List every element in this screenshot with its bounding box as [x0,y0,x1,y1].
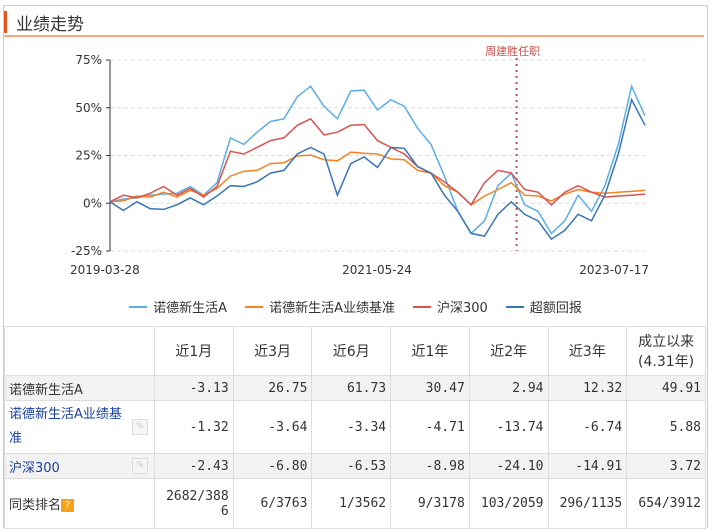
title-accent [4,11,7,33]
x-tick-label: 2023-07-17 [579,263,649,277]
cell: -3.64 [232,400,313,454]
performance-panel [3,5,708,528]
cell: 103/2059 [468,478,549,529]
cell: -6.80 [232,453,313,479]
cell: 61.73 [311,375,392,401]
cell: -8.98 [390,453,470,479]
cell: -4.71 [390,400,470,454]
x-tick-label: 2019-03-28 [70,263,140,277]
title-divider [4,35,704,37]
y-tick-label: -25% [71,244,102,258]
col-since-inception: 成立以来 (4.31年) [626,326,706,376]
cell: 5.88 [626,400,706,454]
cell: 26.75 [232,375,313,401]
row-label: 诺德新生活A业绩基准 ✎ [4,400,155,454]
legend-label: 沪深300 [436,301,488,316]
row-label: 沪深300 ✎ [4,453,155,479]
cell: -6.74 [547,400,628,454]
hs300-link[interactable]: 沪深300 [9,460,60,476]
legend-item[interactable]: 沪深300 [412,297,488,316]
col-3y: 近3年 [547,326,628,376]
cell: -3.34 [311,400,392,454]
col-2y: 近2年 [468,326,549,376]
cell: -1.32 [154,400,234,454]
corner-cell [4,326,155,376]
table-row: 诺德新生活A -3.13 26.75 61.73 30.47 2.94 12.32 49.9… [4,375,706,401]
performance-chart: 75% 50% 25% 0% -25% 2019-03-28 2021-05-24 2023-… [70,44,649,277]
legend-swatch [505,305,524,308]
cell: 12.32 [547,375,628,401]
table-header-row: 近1月 近3月 近6月 近1年 近2年 近3年 成立以来 (4.31年) [4,326,706,376]
returns-table: 近1月 近3月 近6月 近1年 近2年 近3年 成立以来 (4.31年) 诺德新生… [4,326,706,529]
chart-legend: 诺德新生活A 诺德新生活A业绩基准 沪深300 超额回报 [0,297,711,316]
row-label: 诺德新生活A [4,375,155,401]
cell: -3.13 [154,375,234,401]
cell: 9/3178 [390,478,470,529]
legend-item[interactable]: 诺德新生活A业绩基准 [245,297,395,316]
table-row: 同类排名? 2682/3886 6/3763 1/3562 9/3178 103/205… [4,478,706,529]
y-tick-label: 25% [75,149,102,163]
legend-label: 诺德新生活A [153,301,228,316]
cell: 2.94 [468,375,549,401]
row-label: 同类排名? [4,478,155,529]
legend-item[interactable]: 超额回报 [505,297,582,316]
cell: 296/1135 [547,478,628,529]
legend-swatch [245,305,264,308]
series-line [109,97,646,241]
cell: -24.10 [468,453,549,479]
cell: -14.91 [547,453,628,479]
y-tick-label: 50% [75,101,102,115]
benchmark-link[interactable]: 诺德新生活A业绩基准 [9,407,122,446]
cell: 654/3912 [626,478,706,529]
legend-label: 诺德新生活A业绩基准 [269,301,395,316]
cell: 2682/3886 [154,478,234,529]
cell: 1/3562 [311,478,392,529]
legend-swatch [412,305,431,308]
table-row: 沪深300 ✎ -2.43 -6.80 -6.53 -8.98 -24.10 -14.91 3… [4,453,706,479]
series-line [109,117,646,206]
edit-icon[interactable]: ✎ [132,458,148,474]
col-1y: 近1年 [390,326,470,376]
cell: 3.72 [626,453,706,479]
legend-label: 超额回报 [529,301,582,316]
table-row: 诺德新生活A业绩基准 ✎ -1.32 -3.64 -3.34 -4.71 -13.74 -6… [4,400,706,454]
legend-swatch [129,305,148,308]
section-title: 业绩走势 [16,15,84,35]
help-icon[interactable]: ? [61,499,75,512]
cell: 30.47 [390,375,470,401]
col-3m: 近3月 [232,326,313,376]
series-line [109,151,646,206]
cell: 49.91 [626,375,706,401]
series-line [109,83,646,235]
edit-icon[interactable]: ✎ [132,419,148,435]
y-tick-label: 0% [83,196,102,210]
manager-annotation: 周建胜任职 [485,44,540,58]
cell: -2.43 [154,453,234,479]
col-6m: 近6月 [311,326,392,376]
x-tick-label: 2021-05-24 [342,263,412,277]
col-1m: 近1月 [154,326,234,376]
legend-item[interactable]: 诺德新生活A [129,297,227,316]
cell: 6/3763 [232,478,313,529]
cell: -13.74 [468,400,549,454]
cell: -6.53 [311,453,392,479]
y-tick-label: 75% [75,53,102,67]
